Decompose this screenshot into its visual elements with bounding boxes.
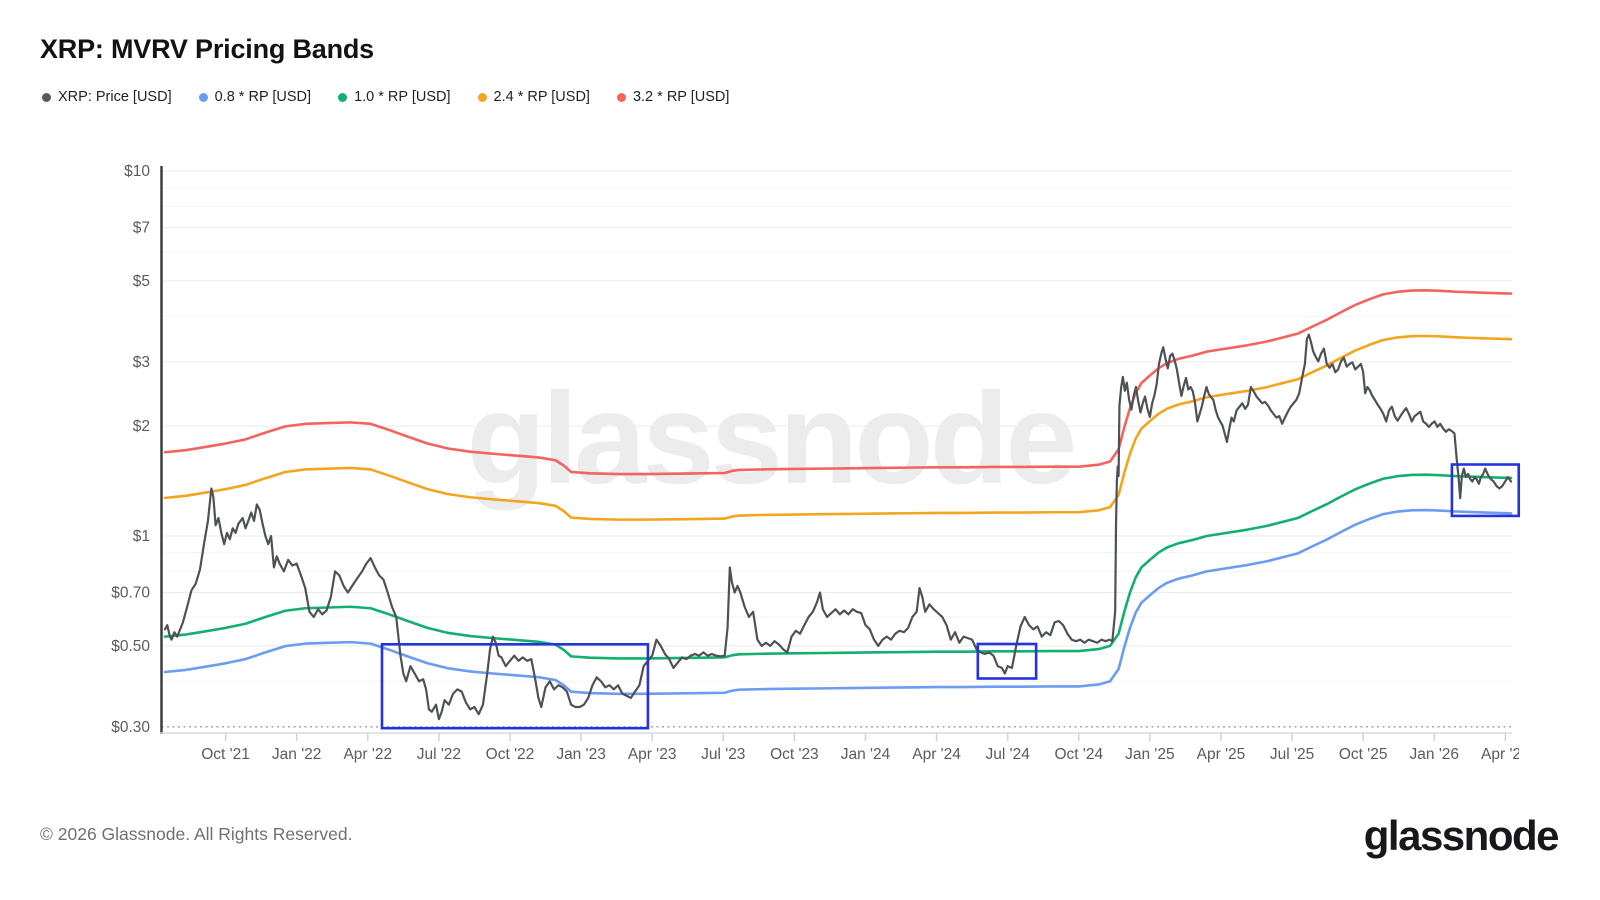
legend-item-32-rp[interactable]: 3.2 * RP [USD] [616, 89, 730, 105]
y-axis-tick-label: $0.50 [111, 638, 150, 655]
annotation-box [976, 642, 1038, 680]
x-axis-tick-label: Oct '25 [1339, 746, 1388, 763]
legend-label: 1.0 * RP [USD] [354, 89, 451, 105]
legend-dot-icon [198, 92, 208, 102]
x-axis-tick-label: Oct '22 [486, 746, 535, 763]
y-axis-tick-label: $0.70 [111, 585, 150, 602]
x-axis-tick-label: Jan '23 [556, 746, 606, 763]
legend-dot-icon [477, 92, 487, 102]
legend-label: 2.4 * RP [USD] [493, 89, 590, 105]
y-axis-tick-label: $1 [133, 528, 150, 545]
x-axis-tick-label: Jan '22 [272, 746, 322, 763]
legend-item-xrp-price[interactable]: XRP: Price [USD] [42, 89, 172, 105]
x-axis-tick-label: Oct '24 [1054, 746, 1103, 763]
x-axis-tick-label: Jan '24 [841, 746, 891, 763]
x-axis-tick-label: Apr '22 [343, 746, 392, 763]
y-axis-tick-label: $10 [124, 163, 150, 180]
x-axis-labels: Oct '21 Jan '22 Apr '22 Jul '22 Oct '22 Jan '… [201, 746, 1530, 763]
band-line-0.8x-rp [163, 508, 1513, 696]
legend-label: XRP: Price [USD] [58, 89, 172, 105]
x-axis-tick-label: Jul '23 [701, 746, 745, 763]
y-axis-tick-label: $5 [133, 273, 150, 290]
legend-label: 0.8 * RP [USD] [214, 89, 312, 105]
band-line-2.4x-rp [163, 334, 1513, 521]
x-axis-tick-label: Apr '26 [1481, 746, 1530, 763]
legend-dot-icon [42, 92, 51, 102]
xrp-price-line [163, 333, 1513, 721]
legend-item-08-rp[interactable]: 0.8 * RP [USD] [198, 89, 312, 105]
copyright-text: © 2026 Glassnode. All Rights Reserved. [40, 824, 353, 844]
y-axis-tick-label: $2 [133, 418, 150, 435]
annotation-box [1450, 463, 1521, 518]
x-axis-tick-label: Jul '25 [1270, 746, 1314, 763]
y-axis-tick-label: $0.30 [111, 719, 150, 736]
y-axis-tick-label: $3 [133, 354, 150, 371]
legend-dot-icon [616, 92, 626, 102]
x-axis-tick-label: Jul '24 [986, 746, 1031, 763]
mvrv-pricing-bands-chart[interactable]: glassnode $10 $7 $5 $3 $2 $1 $0.70 $0.50 $0.30 Oct… [0, 0, 1600, 790]
x-axis-tick-label: Apr '23 [628, 746, 677, 763]
x-axis-tick-label: Oct '21 [201, 746, 250, 763]
legend-item-10-rp[interactable]: 1.0 * RP [USD] [338, 89, 451, 105]
band-line-1x-rp [163, 473, 1513, 660]
legend-label: 3.2 * RP [USD] [632, 89, 730, 105]
legend-item-24-rp[interactable]: 2.4 * RP [USD] [477, 89, 590, 105]
legend-dot-icon [338, 92, 348, 102]
x-axis-tick-label: Jan '26 [1410, 746, 1460, 763]
x-axis-tick-label: Jul '22 [417, 746, 461, 763]
page-title: XRP: MVRV Pricing Bands [40, 34, 374, 64]
x-axis-tick-label: Jan '25 [1125, 746, 1175, 763]
band-line-3.2x-rp [163, 289, 1513, 476]
x-axis-tick-label: Apr '24 [912, 746, 961, 763]
x-axis-tick-label: Oct '23 [770, 746, 819, 763]
glassnode-logo[interactable]: glassnode [1363, 812, 1560, 859]
legend: XRP: Price [USD] 0.8 * RP [USD] 1.0 * RP… [42, 89, 729, 105]
annotation-box [380, 642, 650, 730]
x-axis-tick-label: Apr '25 [1197, 746, 1246, 763]
glassnode-watermark: glassnode [467, 365, 1074, 511]
y-axis-tick-label: $7 [133, 220, 150, 237]
